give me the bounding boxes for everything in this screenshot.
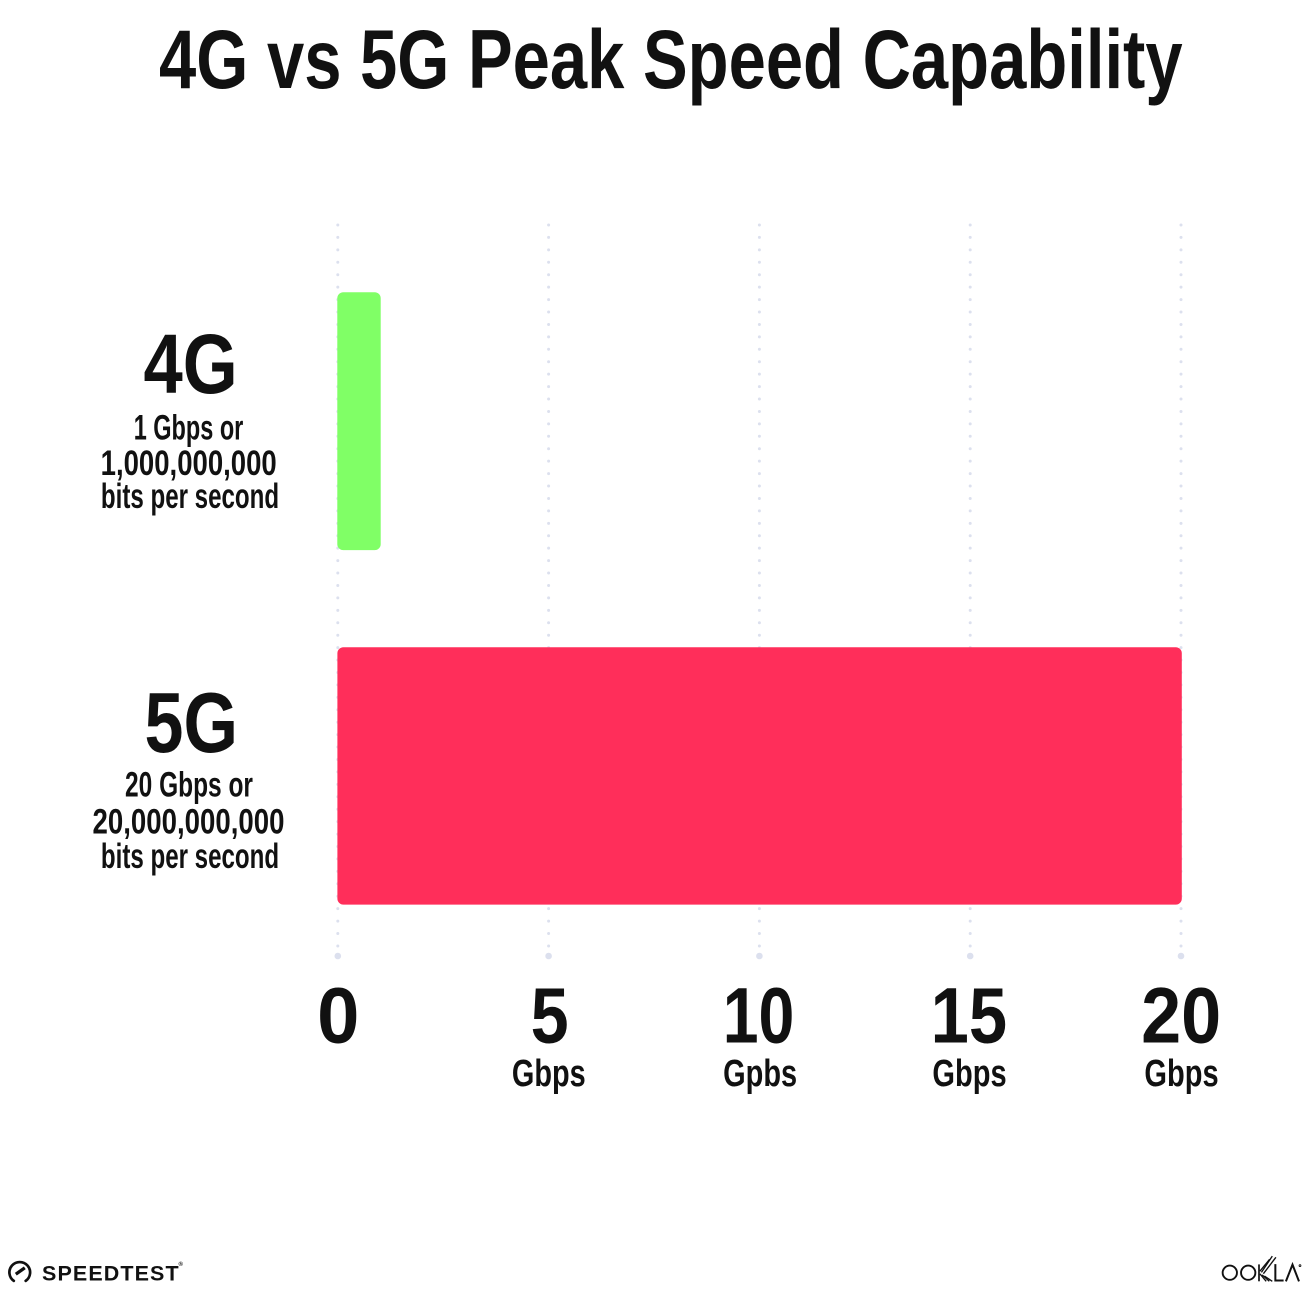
svg-text:5: 5: [531, 971, 569, 1060]
svg-text:®: ®: [179, 1261, 184, 1268]
svg-text:20: 20: [1141, 971, 1221, 1060]
svg-text:4G: 4G: [143, 316, 237, 412]
svg-text:Gbps: Gbps: [932, 1052, 1006, 1095]
svg-text:0: 0: [317, 972, 359, 1060]
svg-text:Gpbs: Gpbs: [723, 1052, 797, 1095]
svg-text:20 Gbps or: 20 Gbps or: [125, 766, 253, 804]
svg-text:Gbps: Gbps: [512, 1052, 586, 1095]
svg-text:5G: 5G: [145, 674, 238, 770]
svg-text:Gbps: Gbps: [1144, 1052, 1218, 1095]
svg-text:10: 10: [723, 972, 795, 1060]
svg-text:4G vs 5G Peak Speed Capability: 4G vs 5G Peak Speed Capability: [159, 14, 1183, 107]
svg-text:bits per second: bits per second: [101, 478, 279, 516]
svg-text:SPEEDTEST: SPEEDTEST: [42, 1261, 180, 1285]
svg-text:bits per second: bits per second: [101, 838, 279, 876]
svg-text:20,000,000,000: 20,000,000,000: [93, 801, 285, 841]
svg-text:15: 15: [931, 971, 1007, 1060]
svg-text:1 Gbps or: 1 Gbps or: [134, 409, 244, 448]
svg-text:1,000,000,000: 1,000,000,000: [101, 443, 277, 483]
